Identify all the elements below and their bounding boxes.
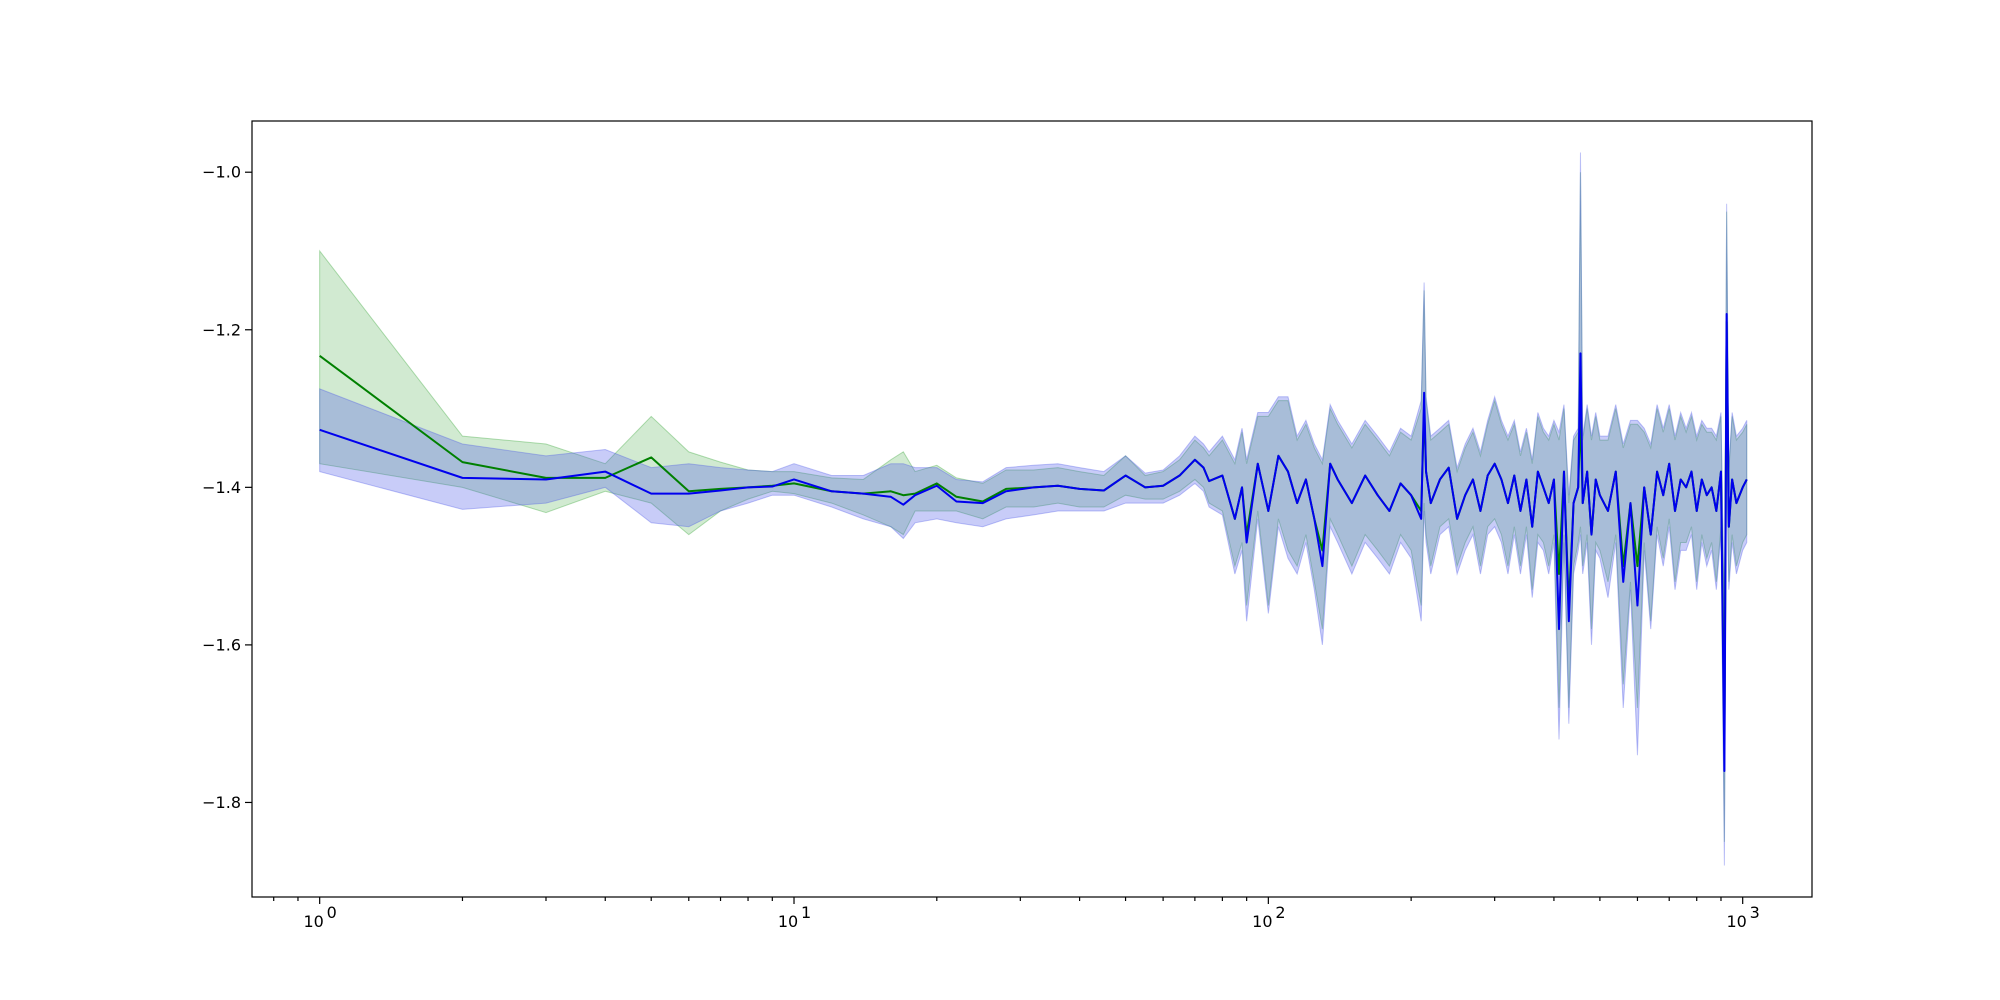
x-axis: 10 0 10 1 10 2 10 3 — [273, 897, 1760, 931]
plot-frame — [251, 120, 1813, 898]
y-tick-label: −1.0 — [202, 163, 241, 182]
series-1-line — [319, 313, 1748, 772]
x-tick-label: 10 — [1252, 912, 1272, 931]
confidence-bands — [319, 152, 1748, 866]
x-tick-label: 10 — [303, 912, 323, 931]
y-tick-label: −1.8 — [202, 793, 241, 812]
x-tick-label-exponent: 2 — [1275, 903, 1285, 922]
x-tick-label: 10 — [1727, 912, 1747, 931]
y-axis: −1.0 −1.2 −1.4 −1.6 −1.8 — [202, 163, 252, 812]
x-tick-label: 10 — [778, 912, 798, 931]
x-tick-label-exponent: 1 — [801, 903, 811, 922]
x-tick-label-exponent: 0 — [327, 903, 337, 922]
y-tick-label: −1.2 — [202, 320, 241, 339]
series-0-band — [319, 172, 1748, 842]
y-tick-label: −1.4 — [202, 478, 241, 497]
series-lines — [319, 313, 1748, 772]
y-tick-label: −1.6 — [202, 635, 241, 654]
x-tick-label-exponent: 3 — [1750, 903, 1760, 922]
series-1-band — [319, 152, 1748, 866]
